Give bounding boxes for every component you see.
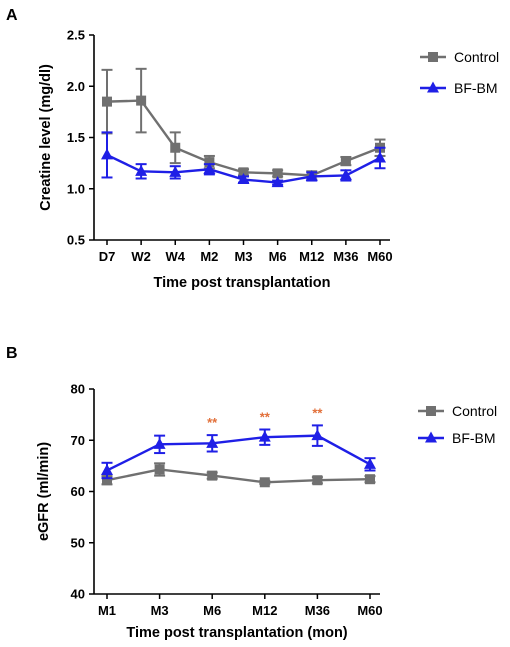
y-tick-label: 40 [71, 587, 85, 602]
x-tick-label: M12 [252, 603, 277, 618]
x-tick-label: M36 [305, 603, 330, 618]
y-axis-title-a: Creatine level (mg/dl) [38, 64, 54, 211]
data-point [169, 165, 182, 177]
data-point [305, 169, 318, 181]
axes-a: 0.5 1.0 1.5 2.0 2.5 D7 W2 W4 M2 M3 M6 M12 M36 M60 [67, 28, 393, 265]
data-point [312, 475, 323, 486]
x-tick-label: D7 [99, 249, 116, 264]
data-point [340, 156, 351, 167]
x-tick-label: M3 [234, 249, 252, 264]
data-layer-a [101, 67, 386, 188]
series-bf-bm [101, 131, 386, 188]
significance-annotation: ** [207, 415, 218, 430]
data-point [339, 168, 352, 180]
x-tick-label: M60 [367, 249, 392, 264]
y-tick-label: 70 [71, 433, 85, 448]
data-point [101, 148, 113, 160]
data-point [136, 95, 147, 106]
legend-marker [427, 81, 439, 93]
panel-label-a: A [6, 7, 18, 24]
legend-label: BF-BM [452, 430, 496, 446]
panel-b: B eGFR (ml/min) Time post transplantatio… [6, 345, 497, 641]
data-point [364, 457, 376, 469]
data-point [271, 176, 284, 188]
x-tick-label: W4 [166, 249, 186, 264]
x-tick-label: W2 [131, 249, 151, 264]
data-point [374, 151, 386, 163]
y-axis-title-b: eGFR (ml/min) [36, 442, 52, 541]
data-point [365, 474, 375, 485]
data-point [207, 470, 218, 481]
legend-a: Control BF-BM [420, 49, 499, 96]
y-tick-label: 0.5 [67, 233, 85, 248]
data-point [259, 477, 270, 488]
y-tick-label: 50 [71, 535, 85, 550]
series-bf-bm [101, 424, 376, 480]
legend-label: Control [454, 49, 499, 65]
data-point [272, 168, 283, 179]
data-point [170, 142, 181, 153]
legend-marker [425, 431, 437, 443]
x-axis-title-b: Time post transplantation (mon) [126, 625, 347, 641]
series-control [101, 462, 376, 488]
x-tick-label: M2 [200, 249, 218, 264]
data-point [135, 164, 148, 176]
x-tick-label: M36 [333, 249, 358, 264]
series-line [106, 434, 371, 472]
data-point [237, 173, 250, 185]
y-tick-label: 80 [71, 382, 85, 397]
y-tick-label: 1.0 [67, 181, 85, 196]
x-tick-label: M6 [269, 249, 287, 264]
y-tick-label: 1.5 [67, 130, 85, 145]
significance-annotation: ** [312, 405, 323, 420]
data-point [153, 437, 166, 449]
data-point [311, 429, 324, 441]
data-point [101, 463, 113, 475]
legend-label: Control [452, 403, 497, 419]
x-axis-title-a: Time post transplantation [154, 275, 331, 291]
panel-label-b: B [6, 345, 18, 362]
x-tick-label: M1 [98, 603, 116, 618]
data-point [204, 157, 215, 168]
x-tick-label: M60 [357, 603, 382, 618]
data-point [154, 464, 165, 475]
y-tick-label: 2.5 [67, 28, 85, 43]
x-tick-label: M3 [151, 603, 169, 618]
y-tick-label: 2.0 [67, 79, 85, 94]
series-line [106, 99, 381, 177]
series-line [106, 468, 371, 484]
legend-label: BF-BM [454, 80, 498, 96]
data-point [203, 162, 216, 174]
data-point [258, 430, 271, 442]
data-point [102, 96, 112, 107]
data-point [206, 436, 219, 448]
legend-b: Control BF-BM [418, 403, 497, 446]
legend-marker [426, 406, 436, 416]
y-tick-label: 60 [71, 484, 85, 499]
x-tick-label: M12 [299, 249, 324, 264]
x-tick-label: M6 [203, 603, 221, 618]
axes-b: 40 50 60 70 80 M1 M3 M6 M12 M36 M60 [71, 382, 383, 619]
panel-a: A Creatine level (mg/dl) Time post trans… [6, 7, 499, 291]
data-layer-b: ** ** ** [101, 405, 376, 488]
data-point [238, 167, 249, 178]
data-point [102, 475, 112, 486]
legend-marker [428, 52, 438, 62]
significance-annotation: ** [260, 409, 271, 424]
